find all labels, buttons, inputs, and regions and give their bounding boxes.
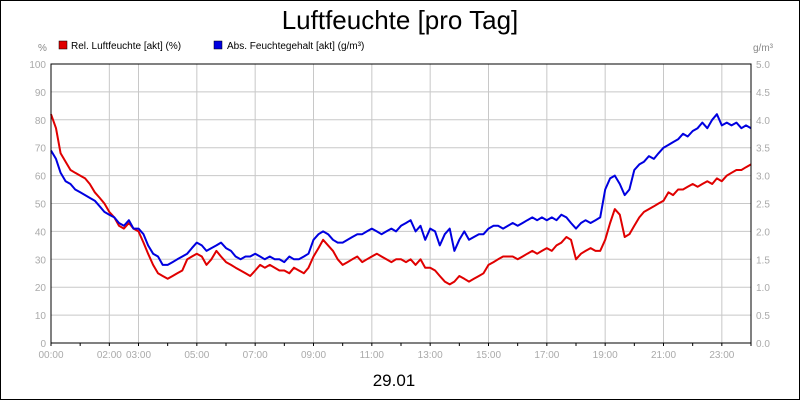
x-tick-label: 19:00	[593, 350, 618, 361]
legend-label-abs-humidity: Abs. Feuchtegehalt [akt] (g/m³)	[227, 41, 364, 52]
right-tick-label: 2.0	[756, 227, 770, 238]
chart-title: Luftfeuchte [pro Tag]	[282, 5, 519, 35]
x-tick-label: 21:00	[651, 350, 676, 361]
right-tick-label: 3.0	[756, 172, 770, 183]
left-axis-unit: %	[38, 43, 47, 54]
right-tick-label: 1.0	[756, 283, 770, 294]
right-axis-ticks: 0.0 0.5 1.0 1.5 2.0 2.5 3.0 3.5 4.0 4.5 5.0	[756, 60, 770, 350]
legend-swatch-rel-humidity	[58, 40, 68, 50]
grid	[50, 63, 752, 346]
x-tick-label: 03:00	[126, 350, 151, 361]
series-layer	[50, 113, 752, 286]
right-tick-label: 4.5	[756, 88, 770, 99]
right-tick-label: 0.5	[756, 311, 770, 322]
x-tick-label: 13:00	[418, 350, 443, 361]
x-tick-label: 05:00	[184, 350, 209, 361]
x-tick-label: 15:00	[476, 350, 501, 361]
left-tick-label: 60	[35, 172, 47, 183]
x-tick-label: 11:00	[360, 350, 385, 361]
left-tick-label: 100	[29, 60, 46, 71]
x-tick-label: 00:00	[38, 350, 63, 361]
legend: Rel. Luftfeuchte [akt] (%) Abs. Feuchteg…	[58, 40, 364, 52]
x-tick-label: 23:00	[709, 350, 734, 361]
left-axis-ticks: 0 10 20 30 40 50 60 70 80 90 100	[29, 60, 46, 350]
left-tick-label: 70	[35, 144, 47, 155]
right-tick-label: 0.0	[756, 339, 770, 350]
right-tick-label: 1.5	[756, 255, 770, 266]
plot-area	[50, 63, 752, 344]
x-tick-label: 07:00	[243, 350, 268, 361]
x-axis-ticks: 00:00 02:00 03:00 05:00 07:00 09:00 11:00 13:00…	[38, 350, 734, 361]
left-tick-label: 40	[35, 227, 47, 238]
series-line-rel-humidity	[50, 113, 752, 286]
x-tick-label: 17:00	[534, 350, 559, 361]
left-tick-label: 50	[35, 200, 47, 211]
right-tick-label: 4.0	[756, 116, 770, 127]
right-axis-unit: g/m³	[753, 43, 774, 54]
right-tick-label: 2.5	[756, 200, 770, 211]
date-label: 29.01	[373, 371, 416, 390]
left-tick-label: 80	[35, 116, 47, 127]
left-tick-label: 90	[35, 88, 47, 99]
x-tick-label: 09:00	[301, 350, 326, 361]
left-tick-label: 30	[35, 255, 47, 266]
left-tick-label: 20	[35, 283, 47, 294]
series-line-abs-humidity	[50, 113, 752, 266]
legend-swatch-abs-humidity	[213, 40, 223, 50]
left-tick-label: 0	[40, 339, 46, 350]
right-tick-label: 5.0	[756, 60, 770, 71]
left-tick-label: 10	[35, 311, 47, 322]
x-tick-label: 02:00	[97, 350, 122, 361]
right-tick-label: 3.5	[756, 144, 770, 155]
legend-label-rel-humidity: Rel. Luftfeuchte [akt] (%)	[71, 41, 181, 52]
